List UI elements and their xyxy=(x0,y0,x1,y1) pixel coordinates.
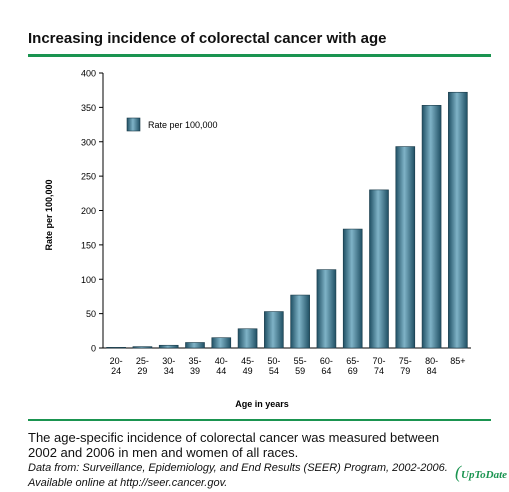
x-tick-label: 55- xyxy=(294,356,307,366)
bar-40-44 xyxy=(211,337,232,349)
y-tick-label: 400 xyxy=(81,69,96,79)
logo-text: UpToDate xyxy=(461,469,508,481)
colorectal-cancer-bar-chart: 0 50 100 150 200 250 300 350 400 20-24 25-29 30-34 3… xyxy=(44,69,471,409)
bar-30-34 xyxy=(158,344,179,349)
bar-65-69 xyxy=(342,228,363,349)
x-axis-title: Age in years xyxy=(235,399,289,409)
bar-60-64 xyxy=(316,269,337,349)
x-tick-label: 70- xyxy=(372,356,385,366)
y-tick-label: 250 xyxy=(81,172,96,182)
x-tick-label: 79 xyxy=(400,366,410,376)
x-tick-label: 34 xyxy=(164,366,174,376)
y-tick-label: 100 xyxy=(81,275,96,285)
x-tick-label: 25- xyxy=(136,356,149,366)
x-tick-label: 64 xyxy=(321,366,331,376)
x-tick-label: 24 xyxy=(111,366,121,376)
x-tick-label: 20- xyxy=(110,356,123,366)
legend-swatch xyxy=(126,117,141,132)
bar-55-59 xyxy=(290,294,310,349)
x-tick-label: 74 xyxy=(374,366,384,376)
x-tick-label: 45- xyxy=(241,356,254,366)
y-tick-label: 200 xyxy=(81,206,96,216)
title-divider xyxy=(28,54,491,57)
x-tick-label: 35- xyxy=(188,356,201,366)
y-tick-label: 300 xyxy=(81,137,96,147)
caption-divider xyxy=(28,419,491,421)
bar-85+ xyxy=(448,91,468,349)
x-tick-label: 65- xyxy=(346,356,359,366)
legend-label: Rate per 100,000 xyxy=(148,120,218,130)
x-tick-label: 75- xyxy=(399,356,412,366)
y-axis-title: Rate per 100,000 xyxy=(44,179,54,250)
x-tick-label: 60- xyxy=(320,356,333,366)
uptodate-logo: (UpToDate xyxy=(455,462,508,482)
x-tick-label: 69 xyxy=(348,366,358,376)
x-tick-label: 44 xyxy=(216,366,226,376)
bar-20-24 xyxy=(106,347,126,349)
x-tick-label: 84 xyxy=(427,366,437,376)
x-tick-label: 85+ xyxy=(450,356,465,366)
data-source-note: Data from: Surveillance, Epidemiology, a… xyxy=(28,462,448,489)
y-tick-label: 0 xyxy=(91,344,96,354)
x-tick-label: 50- xyxy=(267,356,280,366)
x-tick-label: 54 xyxy=(269,366,279,376)
bar-70-74 xyxy=(369,189,389,349)
x-tick-label: 80- xyxy=(425,356,438,366)
x-tick-label: 30- xyxy=(162,356,175,366)
chart-title: Increasing incidence of colorectal cance… xyxy=(28,30,387,47)
bar-75-79 xyxy=(395,146,416,349)
bar-50-54 xyxy=(264,311,284,349)
x-tick-label: 49 xyxy=(243,366,253,376)
y-tick-label: 150 xyxy=(81,240,96,250)
y-tick-label: 350 xyxy=(81,103,96,113)
y-tick-label: 50 xyxy=(86,309,96,319)
x-tick-label: 39 xyxy=(190,366,200,376)
x-tick-label: 40- xyxy=(215,356,228,366)
x-tick-label: 29 xyxy=(137,366,147,376)
bar-45-49 xyxy=(237,328,258,349)
figure-caption: The age-specific incidence of colorectal… xyxy=(28,430,440,460)
bar-25-29 xyxy=(132,346,153,349)
bar-35-39 xyxy=(185,342,205,349)
bar-80-84 xyxy=(421,105,442,349)
x-tick-label: 59 xyxy=(295,366,305,376)
